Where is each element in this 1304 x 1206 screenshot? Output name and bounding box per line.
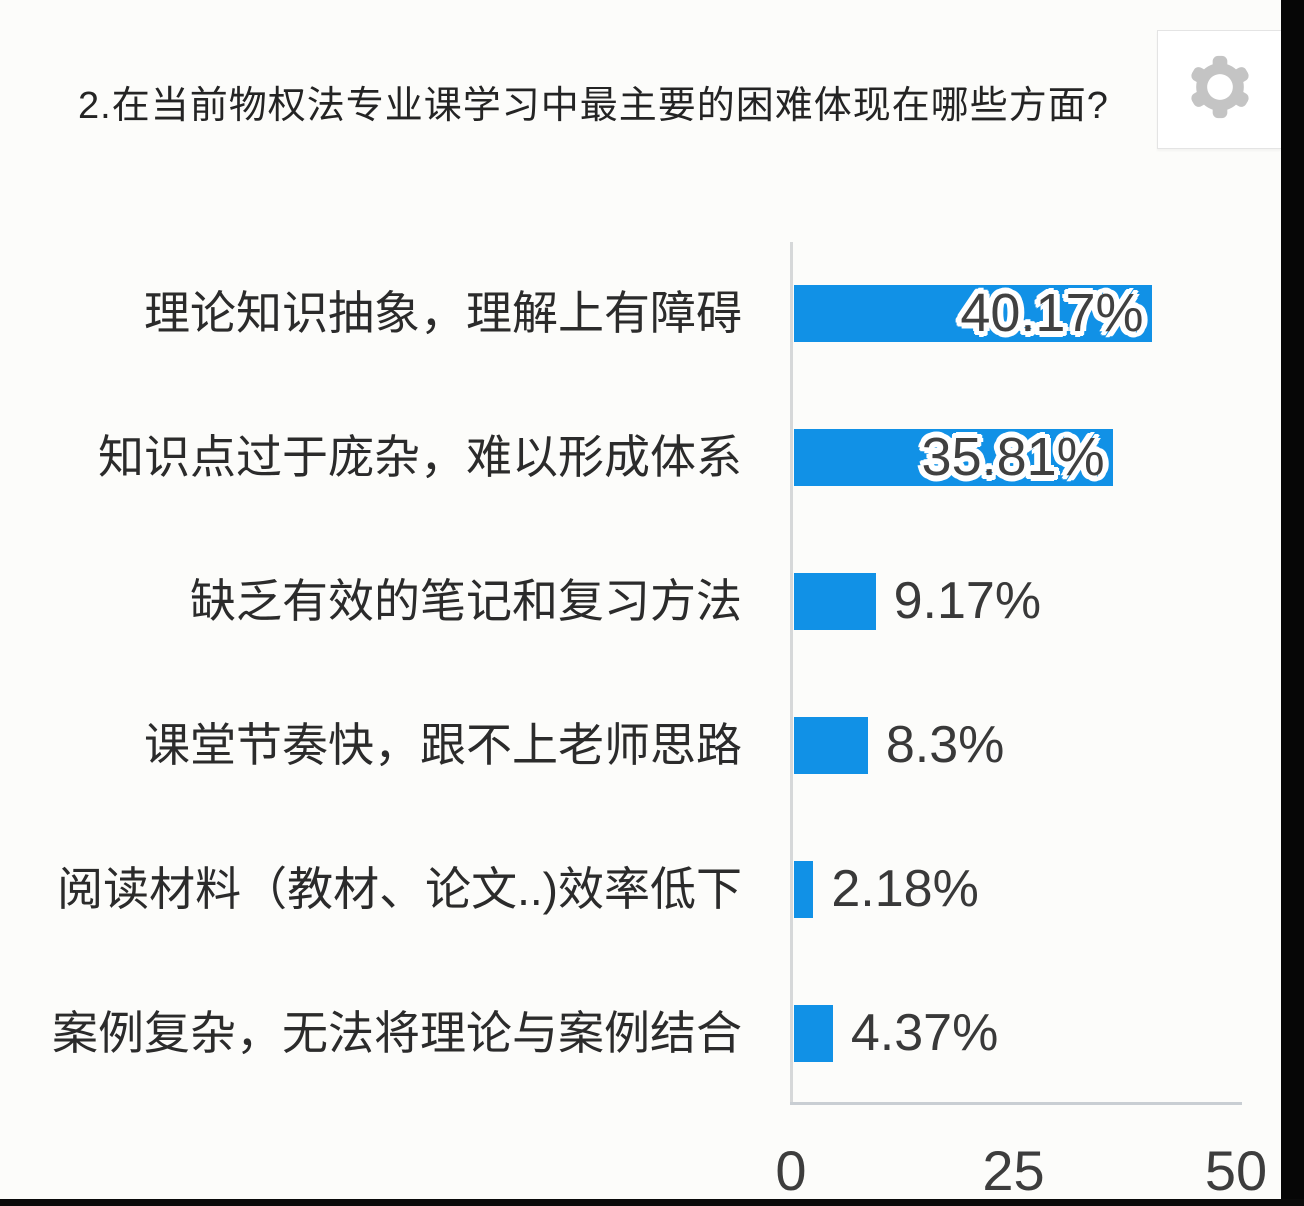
bar <box>794 429 1113 486</box>
question-title: 2.在当前物权法专业课学习中最主要的困难体现在哪些方面? <box>78 85 1109 127</box>
bar-row: 阅读材料（教材、论文..)效率低下 2.18% <box>0 861 1304 918</box>
bar <box>794 861 814 918</box>
x-tick-label: 50 <box>1204 1139 1268 1202</box>
x-tick-label: 0 <box>775 1139 807 1202</box>
bar-row: 课堂节奏快，跟不上老师思路 8.3% <box>0 717 1304 774</box>
value-label: 8.3% <box>885 716 1005 774</box>
screen-right-bezel <box>1281 0 1304 1206</box>
value-label: 9.17% <box>893 572 1042 630</box>
bar <box>794 285 1152 342</box>
gear-icon <box>1187 51 1253 128</box>
category-label: 缺乏有效的笔记和复习方法 <box>190 575 742 627</box>
bar <box>794 1005 833 1062</box>
x-tick-label: 25 <box>982 1139 1045 1202</box>
bar <box>794 573 876 630</box>
y-axis-line <box>790 242 793 1105</box>
x-axis-line <box>790 1102 1242 1105</box>
settings-button[interactable] <box>1157 30 1281 149</box>
value-label: 40.17% <box>960 283 1144 343</box>
category-label: 知识点过于庞杂，难以形成体系 <box>98 431 742 483</box>
category-label: 理论知识抽象，理解上有障碍 <box>144 287 742 339</box>
bar-row: 知识点过于庞杂，难以形成体系 35.81% <box>0 429 1304 486</box>
value-label: 2.18% <box>831 860 979 918</box>
category-label: 课堂节奏快，跟不上老师思路 <box>144 719 742 771</box>
bar <box>794 717 868 774</box>
category-label: 阅读材料（教材、论文..)效率低下 <box>57 863 742 915</box>
bar-row: 案例复杂，无法将理论与案例结合 4.37% <box>0 1005 1304 1062</box>
screen-bottom-bezel <box>0 1199 1304 1206</box>
bar-row: 理论知识抽象，理解上有障碍 40.17% <box>0 285 1304 342</box>
value-label: 35.81% <box>921 427 1105 487</box>
category-label: 案例复杂，无法将理论与案例结合 <box>52 1007 742 1059</box>
bar-row: 缺乏有效的笔记和复习方法 9.17% <box>0 573 1304 630</box>
value-label: 4.37% <box>850 1004 999 1062</box>
